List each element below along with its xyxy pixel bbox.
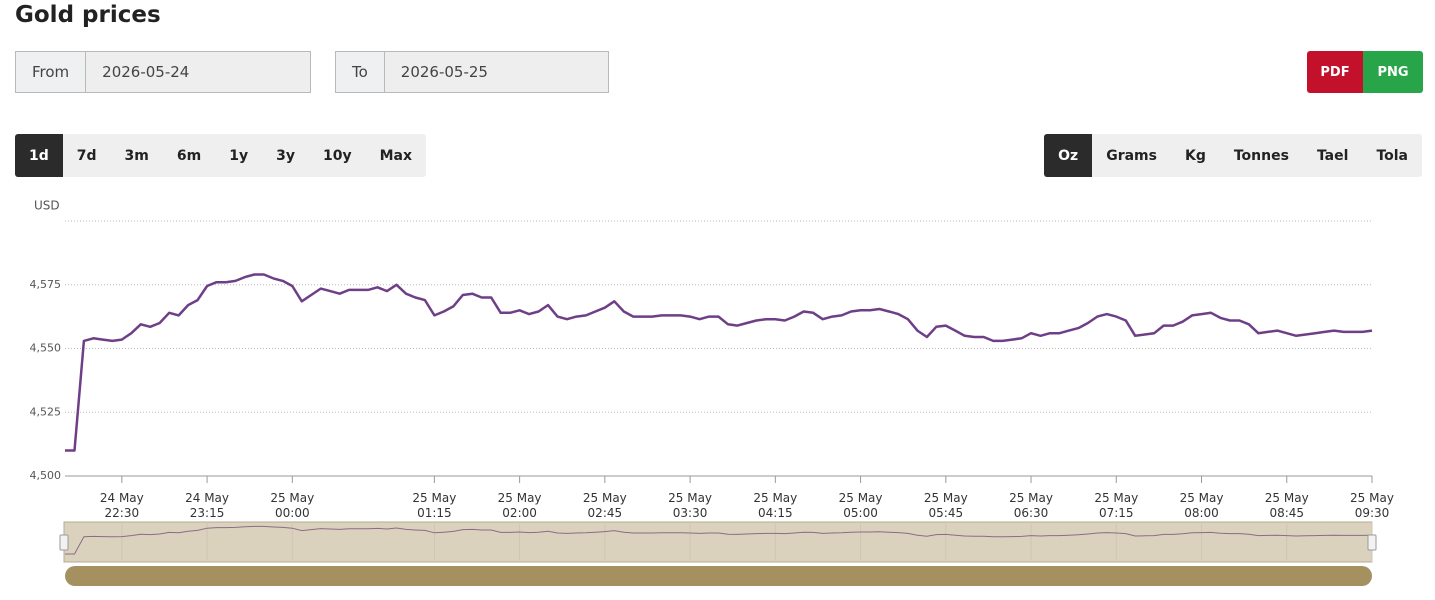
navigator-handle <box>59 534 69 551</box>
y-tick-label: 4,575 <box>30 278 62 291</box>
x-tick-label: 25 May 03:30 <box>668 491 712 520</box>
period-button[interactable]: 1d <box>15 134 63 177</box>
unit-button[interactable]: Grams <box>1106 147 1157 164</box>
x-tick-label: 25 May 06:30 <box>1009 491 1053 520</box>
x-tick-label: 24 May 22:30 <box>100 491 144 520</box>
period-button[interactable]: 3y <box>276 147 295 164</box>
period-selector: 1d 7d 3m 6m 1y 3y 10y Max <box>15 134 426 177</box>
x-tick-label: 25 May 04:15 <box>753 491 797 520</box>
x-tick-label: 25 May 02:00 <box>498 491 542 520</box>
x-tick-label: 25 May 01:15 <box>412 491 456 520</box>
to-value[interactable]: 2026-05-25 <box>384 52 608 92</box>
y-axis-title: USD <box>34 199 60 213</box>
period-button[interactable]: Max <box>379 147 412 164</box>
period-button[interactable]: 3m <box>124 147 149 164</box>
x-tick-label: 25 May 05:00 <box>839 491 883 520</box>
pdf-button[interactable]: PDF <box>1307 51 1363 93</box>
chart: USD 4,500 4,525 4,550 4,575 24 May 22:30 24 May… <box>30 199 1394 586</box>
from-value[interactable]: 2026-05-24 <box>86 52 310 92</box>
x-tick-label: 25 May 02:45 <box>583 491 627 520</box>
unit-button[interactable]: Tola <box>1376 147 1408 164</box>
x-tick-label: 25 May 00:00 <box>270 491 314 520</box>
navigator-handle <box>1367 534 1377 551</box>
export-buttons: PDF PNG <box>1307 51 1423 93</box>
period-button[interactable]: 10y <box>322 147 352 164</box>
unit-button[interactable]: Kg <box>1184 147 1206 164</box>
x-tick-label: 25 May 07:15 <box>1094 491 1138 520</box>
x-tick-label: 25 May 09:30 <box>1350 491 1394 520</box>
y-tick-label: 4,550 <box>30 342 62 355</box>
period-button[interactable]: 7d <box>76 147 97 164</box>
y-tick-label: 4,500 <box>30 469 62 482</box>
from-label: From <box>16 52 87 92</box>
y-tick-label: 4,525 <box>30 405 62 418</box>
navigator <box>63 521 1373 563</box>
navigator-line <box>65 525 1373 555</box>
unit-button[interactable]: Tael <box>1316 147 1349 164</box>
x-tick-label: 25 May 05:45 <box>924 491 968 520</box>
unit-button[interactable]: Tonnes <box>1233 147 1289 164</box>
x-tick-label: 25 May 08:00 <box>1180 491 1224 520</box>
unit-selector: Oz Grams Kg Tonnes Tael Tola <box>1044 134 1422 177</box>
x-tick-label: 25 May 08:45 <box>1265 491 1309 520</box>
period-button[interactable]: 1y <box>229 147 249 164</box>
price-line <box>65 273 1373 452</box>
unit-button[interactable]: Oz <box>1044 134 1093 177</box>
png-button[interactable]: PNG <box>1363 51 1423 93</box>
from-field[interactable]: From 2026-05-24 <box>15 51 311 93</box>
scrollbar <box>65 566 1372 586</box>
page-title: Gold prices <box>15 2 161 28</box>
period-button[interactable]: 6m <box>176 147 202 164</box>
x-tick-label: 24 May 23:15 <box>185 491 229 520</box>
to-field[interactable]: To 2026-05-25 <box>335 51 609 93</box>
to-label: To <box>336 52 385 92</box>
